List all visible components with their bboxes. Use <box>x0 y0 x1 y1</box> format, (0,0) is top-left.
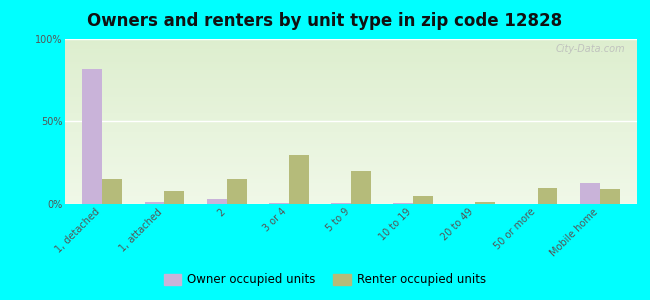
Bar <box>65 124 637 126</box>
Text: City-Data.com: City-Data.com <box>556 44 625 54</box>
Bar <box>289 154 309 204</box>
Bar <box>65 200 637 202</box>
Bar <box>65 165 637 167</box>
Bar <box>65 39 637 41</box>
Bar <box>413 196 433 204</box>
Bar <box>269 203 289 204</box>
Bar <box>65 194 637 196</box>
Bar <box>65 142 637 144</box>
Bar <box>65 115 637 117</box>
Bar <box>65 183 637 185</box>
Bar <box>65 196 637 198</box>
Bar <box>227 179 246 204</box>
Bar <box>65 47 637 49</box>
Bar <box>65 134 637 136</box>
Bar <box>65 177 637 179</box>
Bar <box>65 111 637 113</box>
Bar <box>65 95 637 97</box>
Bar <box>65 41 637 43</box>
Bar <box>65 190 637 192</box>
Bar <box>65 72 637 74</box>
Bar <box>65 119 637 122</box>
Bar <box>65 126 637 128</box>
Bar <box>65 70 637 72</box>
Bar <box>65 80 637 82</box>
Bar <box>65 109 637 111</box>
Bar <box>65 62 637 64</box>
Bar <box>65 84 637 86</box>
Bar <box>65 49 637 51</box>
Bar <box>65 45 637 47</box>
Bar <box>65 86 637 88</box>
Bar <box>65 53 637 56</box>
Bar <box>65 150 637 152</box>
Bar <box>65 68 637 70</box>
Bar <box>65 138 637 140</box>
Bar <box>65 122 637 124</box>
Bar <box>65 74 637 76</box>
Bar <box>65 103 637 105</box>
Bar <box>351 171 371 204</box>
Bar <box>65 101 637 103</box>
Bar <box>102 179 122 204</box>
Bar <box>207 199 227 204</box>
Bar <box>65 82 637 84</box>
Bar <box>65 169 637 171</box>
Bar <box>65 154 637 157</box>
Bar <box>65 64 637 66</box>
Bar <box>65 157 637 159</box>
Bar <box>65 181 637 183</box>
Bar <box>65 198 637 200</box>
Bar <box>580 182 600 204</box>
Bar <box>600 189 619 204</box>
Text: Owners and renters by unit type in zip code 12828: Owners and renters by unit type in zip c… <box>88 12 562 30</box>
Bar <box>65 60 637 62</box>
Bar <box>65 146 637 148</box>
Bar <box>144 202 164 204</box>
Bar <box>65 132 637 134</box>
Bar <box>475 202 495 204</box>
Bar <box>65 163 637 165</box>
Bar <box>65 188 637 190</box>
Bar <box>65 171 637 173</box>
Bar <box>65 43 637 45</box>
Bar <box>65 117 637 119</box>
Bar <box>65 51 637 53</box>
Bar <box>65 152 637 154</box>
Bar <box>65 78 637 80</box>
Bar <box>83 69 102 204</box>
Bar <box>65 58 637 60</box>
Bar <box>65 76 637 78</box>
Bar <box>65 113 637 115</box>
Bar <box>65 99 637 101</box>
Bar <box>538 188 558 204</box>
Bar <box>65 173 637 175</box>
Bar <box>65 185 637 188</box>
Bar <box>393 203 413 204</box>
Bar <box>65 192 637 194</box>
Bar <box>65 159 637 161</box>
Bar <box>65 107 637 109</box>
Bar <box>65 93 637 95</box>
Bar <box>65 140 637 142</box>
Bar <box>65 175 637 177</box>
Bar <box>65 148 637 150</box>
Bar <box>65 202 637 204</box>
Bar <box>331 203 351 204</box>
Bar <box>65 144 637 146</box>
Bar <box>65 179 637 181</box>
Bar <box>65 136 637 138</box>
Bar <box>65 105 637 107</box>
Bar <box>65 91 637 93</box>
Bar <box>65 128 637 130</box>
Bar <box>164 191 185 204</box>
Legend: Owner occupied units, Renter occupied units: Owner occupied units, Renter occupied un… <box>159 269 491 291</box>
Bar <box>65 56 637 58</box>
Bar <box>65 167 637 169</box>
Bar <box>65 66 637 68</box>
Bar <box>65 88 637 91</box>
Bar <box>65 161 637 163</box>
Bar <box>65 130 637 132</box>
Bar <box>65 97 637 99</box>
